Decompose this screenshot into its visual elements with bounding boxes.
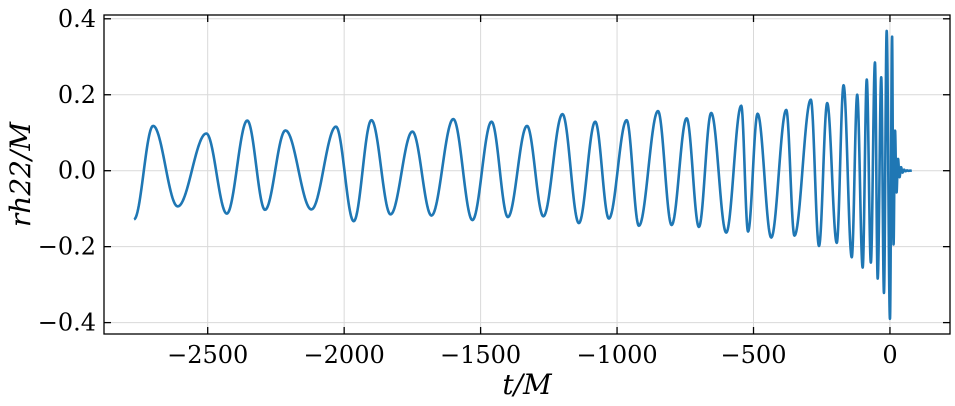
x-tick-label: 0 bbox=[882, 341, 897, 369]
x-tick-label: −1500 bbox=[440, 341, 521, 369]
x-axis-label: t/M bbox=[502, 368, 553, 401]
x-tick-label: −2000 bbox=[304, 341, 385, 369]
y-axis-label-text: rh22/M bbox=[4, 121, 37, 227]
y-axis-label: rh22/M bbox=[4, 121, 37, 227]
plot-frame bbox=[103, 14, 951, 335]
x-tick-label: −1000 bbox=[576, 341, 657, 369]
x-tick-label: −500 bbox=[721, 341, 787, 369]
x-axis-label-text: t/M bbox=[502, 368, 553, 401]
y-tick-label: −0.2 bbox=[38, 233, 96, 261]
y-tick-label: 0.2 bbox=[58, 81, 96, 109]
strain-waveform-series bbox=[133, 29, 913, 321]
axis-ticks: −2500 −2000 −1500 −1000 −500 0 −0.4 −0.2 0.0 0.2 0… bbox=[38, 5, 950, 369]
y-tick-label: 0.0 bbox=[58, 157, 96, 185]
y-tick-label: −0.4 bbox=[38, 309, 96, 337]
series-layer bbox=[133, 29, 913, 321]
x-tick-label: −2500 bbox=[167, 341, 248, 369]
y-tick-label: 0.4 bbox=[58, 5, 96, 33]
